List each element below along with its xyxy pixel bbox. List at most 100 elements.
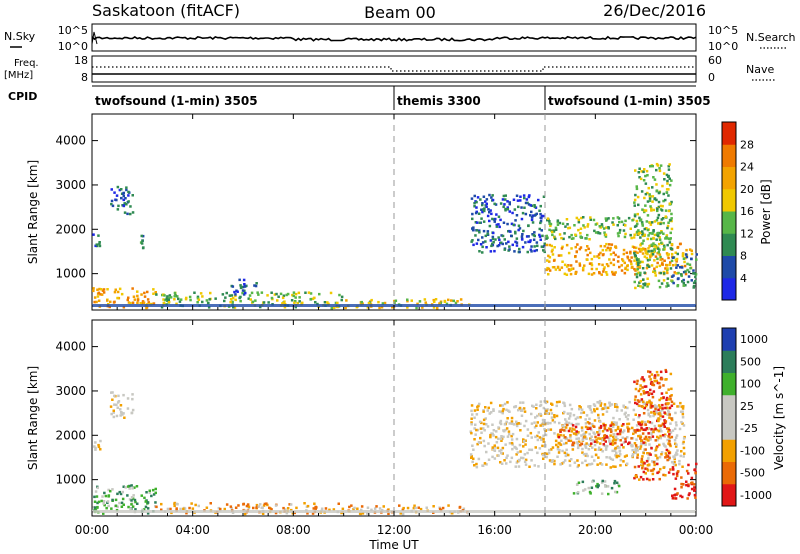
data-cell (234, 294, 237, 298)
data-cell (119, 411, 123, 414)
data-cell (243, 289, 246, 293)
data-cell (475, 462, 478, 466)
data-cell (678, 459, 681, 463)
data-cell (657, 470, 661, 474)
data-cell (590, 435, 593, 438)
data-cell (588, 405, 592, 408)
data-cell (131, 287, 134, 290)
data-cell (501, 446, 505, 450)
data-cell (644, 404, 648, 408)
data-cell (546, 218, 549, 222)
data-cell (610, 486, 614, 490)
data-cell (530, 218, 534, 222)
freq-unit: [MHz] (4, 70, 33, 81)
data-cell (531, 404, 534, 408)
data-cell (163, 294, 166, 297)
data-cell (652, 230, 655, 233)
data-cell (500, 451, 503, 455)
data-cell (553, 246, 556, 249)
data-cell (626, 422, 629, 426)
data-cell (476, 408, 479, 411)
data-cell (658, 381, 661, 385)
data-cell (546, 412, 550, 415)
data-cell (588, 432, 591, 436)
data-cell (658, 236, 661, 239)
data-cell (657, 417, 660, 420)
data-cell (553, 420, 556, 424)
nsky-tick-bottom: 10^0 (58, 40, 88, 53)
data-cell (96, 295, 100, 298)
data-cell (92, 289, 95, 293)
data-cell (548, 260, 551, 263)
data-cell (580, 426, 584, 429)
data-cell (647, 427, 650, 430)
data-cell (663, 411, 666, 414)
data-cell (589, 251, 592, 255)
data-cell (660, 451, 664, 454)
data-cell (111, 498, 114, 502)
data-cell (606, 406, 610, 410)
data-cell (94, 490, 98, 493)
data-cell (674, 263, 678, 266)
data-cell (648, 221, 651, 224)
data-cell (616, 405, 619, 409)
data-cell (506, 401, 509, 404)
data-cell (553, 236, 556, 239)
data-cell (667, 388, 670, 391)
data-cell (507, 240, 510, 244)
data-cell (665, 285, 668, 288)
data-cell (561, 222, 565, 225)
data-cell (558, 449, 561, 452)
data-cell (101, 495, 104, 498)
data-cell (659, 370, 663, 374)
data-cell (106, 501, 109, 504)
data-cell (643, 282, 647, 285)
data-cell (160, 502, 163, 506)
data-cell (273, 293, 277, 296)
data-cell (97, 234, 100, 237)
data-cell (687, 484, 690, 488)
data-cell (692, 284, 696, 288)
data-cell (656, 381, 660, 385)
nsearch-tick-bottom: 10^0 (708, 40, 738, 53)
data-cell (629, 260, 633, 263)
data-cell (548, 220, 551, 223)
data-cell (649, 237, 653, 241)
data-cell (667, 435, 670, 438)
data-cell (539, 220, 543, 223)
data-cell (480, 431, 483, 434)
data-cell (520, 217, 524, 221)
data-cell (469, 453, 473, 456)
data-cell (607, 427, 611, 430)
data-cell (191, 507, 195, 510)
data-cell (599, 251, 602, 255)
data-cell (626, 255, 629, 259)
data-cell (628, 441, 631, 444)
data-cell (609, 430, 613, 434)
data-cell (477, 212, 481, 215)
data-cell (550, 460, 554, 463)
data-cell (637, 434, 640, 438)
data-cell (143, 295, 147, 298)
data-cell (207, 306, 211, 309)
data-cell (470, 240, 473, 243)
data-cell (661, 403, 664, 407)
data-cell (682, 424, 686, 427)
data-cell (518, 250, 521, 254)
data-cell (521, 401, 525, 404)
data-cell (637, 171, 640, 174)
data-cell (637, 271, 640, 274)
data-cell (650, 469, 653, 472)
data-cell (682, 437, 686, 440)
data-cell (644, 448, 647, 451)
data-cell (485, 450, 488, 454)
data-cell (651, 253, 655, 256)
data-cell (636, 265, 639, 268)
data-cell (601, 413, 605, 416)
data-cell (648, 232, 652, 235)
data-cell (257, 293, 260, 296)
data-cell (538, 227, 541, 231)
data-cell (128, 487, 131, 490)
power-colorbar-label: Power [dB] (759, 179, 773, 244)
data-cell (635, 438, 638, 441)
